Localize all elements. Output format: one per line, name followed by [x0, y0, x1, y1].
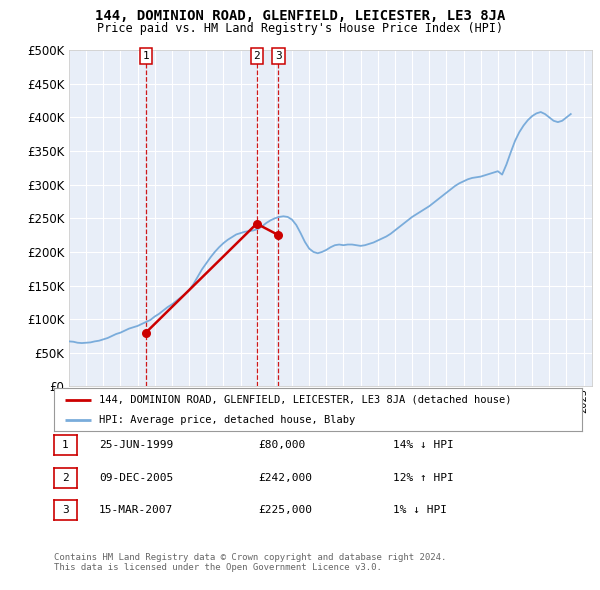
Text: £225,000: £225,000	[258, 506, 312, 515]
Text: 09-DEC-2005: 09-DEC-2005	[99, 473, 173, 483]
Text: 144, DOMINION ROAD, GLENFIELD, LEICESTER, LE3 8JA: 144, DOMINION ROAD, GLENFIELD, LEICESTER…	[95, 9, 505, 23]
Text: 15-MAR-2007: 15-MAR-2007	[99, 506, 173, 515]
Text: 3: 3	[62, 506, 69, 515]
Text: Price paid vs. HM Land Registry's House Price Index (HPI): Price paid vs. HM Land Registry's House …	[97, 22, 503, 35]
Text: 25-JUN-1999: 25-JUN-1999	[99, 441, 173, 450]
Point	[141, 328, 151, 337]
Text: HPI: Average price, detached house, Blaby: HPI: Average price, detached house, Blab…	[99, 415, 355, 425]
Text: 14% ↓ HPI: 14% ↓ HPI	[393, 441, 454, 450]
Point	[274, 231, 283, 240]
Text: 1: 1	[62, 441, 69, 450]
Point	[252, 219, 262, 228]
Text: 144, DOMINION ROAD, GLENFIELD, LEICESTER, LE3 8JA (detached house): 144, DOMINION ROAD, GLENFIELD, LEICESTER…	[99, 395, 511, 405]
Text: 2: 2	[62, 473, 69, 483]
Text: 1% ↓ HPI: 1% ↓ HPI	[393, 506, 447, 515]
Text: 12% ↑ HPI: 12% ↑ HPI	[393, 473, 454, 483]
Text: This data is licensed under the Open Government Licence v3.0.: This data is licensed under the Open Gov…	[54, 563, 382, 572]
Text: 2: 2	[253, 51, 260, 61]
Text: £242,000: £242,000	[258, 473, 312, 483]
Text: 3: 3	[275, 51, 282, 61]
Text: Contains HM Land Registry data © Crown copyright and database right 2024.: Contains HM Land Registry data © Crown c…	[54, 553, 446, 562]
Text: 1: 1	[142, 51, 149, 61]
Text: £80,000: £80,000	[258, 441, 305, 450]
